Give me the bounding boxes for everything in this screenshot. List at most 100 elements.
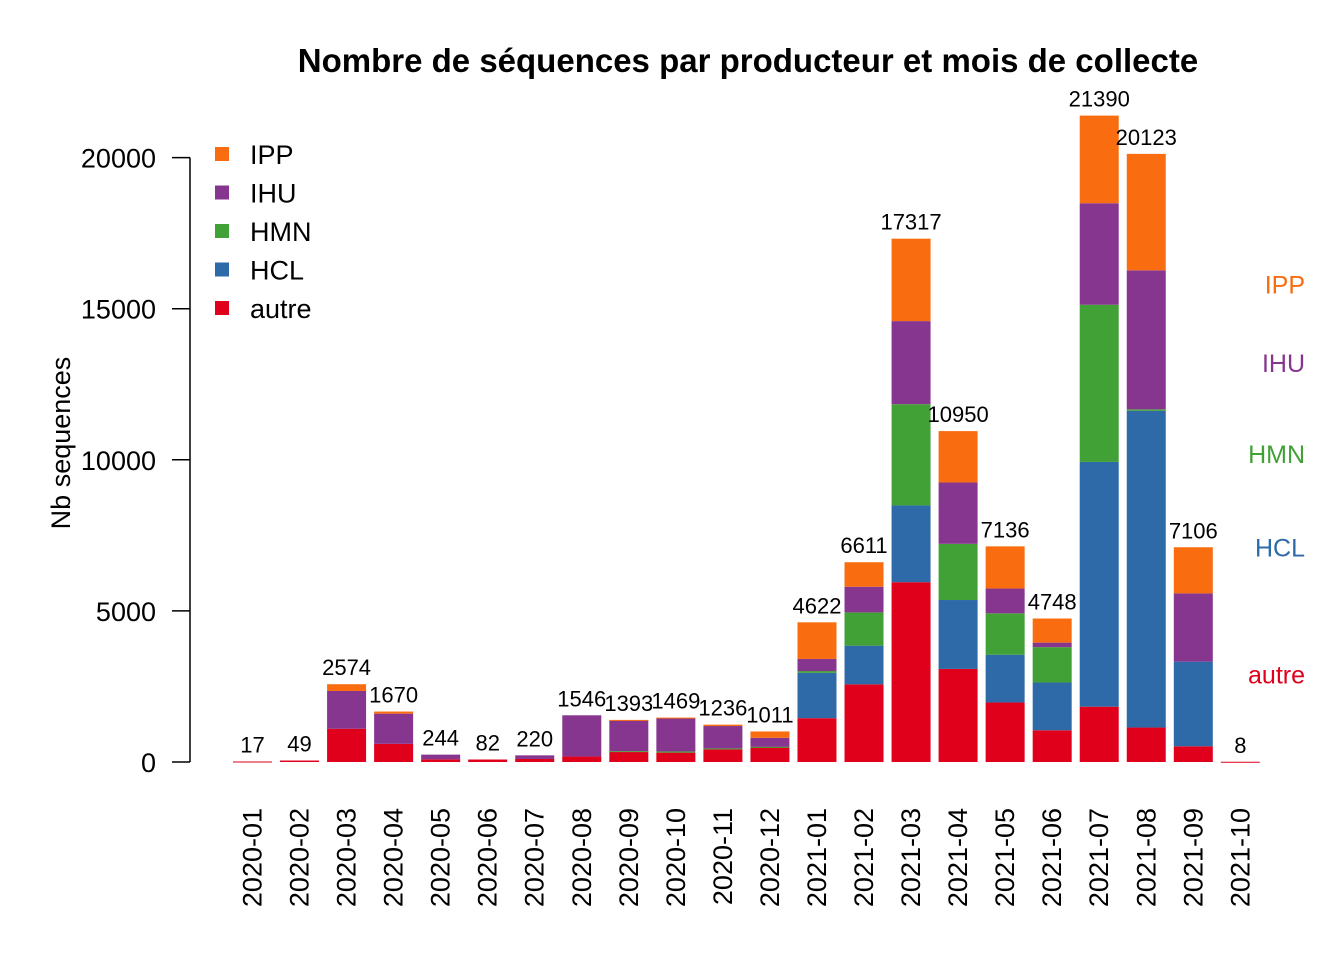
bar-segment-autre-2020-09 [609, 752, 649, 762]
x-tick-label: 2021-06 [1037, 808, 1067, 907]
bar-segment-hmn-2021-07 [1079, 304, 1119, 462]
bar-segment-hmn-2020-12 [750, 746, 790, 748]
bar-segment-ihu-2021-03 [891, 321, 931, 405]
bar-segment-hcl-2021-04 [938, 600, 978, 669]
side-label-ipp: IPP [1265, 272, 1305, 300]
side-label-hcl: HCL [1255, 534, 1305, 562]
bar-segment-ihu-2020-09 [609, 720, 649, 752]
bar-segment-ipp-2021-01 [797, 622, 837, 659]
bar-segment-hcl-2021-05 [985, 654, 1025, 703]
bar-segment-autre-2020-01 [233, 761, 272, 763]
bar-segment-ihu-2020-08 [562, 715, 602, 757]
bar-segment-autre-2020-12 [750, 747, 790, 762]
x-tick-label: 2020-06 [473, 808, 503, 907]
bar-segment-ihu-2021-01 [797, 658, 837, 672]
x-tick-label: 2020-01 [238, 808, 268, 907]
total-label-2021-01: 4622 [793, 593, 842, 618]
bar-segment-hmn-2021-05 [985, 613, 1025, 655]
bar-segment-hmn-2021-01 [797, 671, 837, 673]
total-label-2020-03: 2574 [322, 655, 371, 680]
x-tick-label: 2021-04 [943, 808, 973, 907]
bar-segment-autre-2021-05 [985, 702, 1025, 762]
y-tick-label: 10000 [81, 446, 156, 476]
x-tick-label: 2020-05 [426, 808, 456, 907]
total-label-2020-10: 1469 [651, 689, 700, 714]
bar-segment-ipp-2020-04 [374, 711, 414, 714]
bar-segment-autre-2020-03 [327, 728, 367, 762]
total-label-2021-08: 20123 [1116, 125, 1177, 150]
x-tick-label: 2021-07 [1084, 808, 1114, 907]
x-tick-label: 2021-02 [849, 808, 879, 907]
bar-segment-ihu-2020-03 [327, 690, 367, 729]
x-tick-label: 2021-09 [1178, 808, 1208, 907]
total-label-2020-06: 82 [475, 731, 499, 756]
total-label-2020-07: 220 [516, 726, 553, 751]
bar-segment-ihu-2021-09 [1173, 593, 1213, 662]
bar-segment-hmn-2020-09 [609, 751, 649, 753]
bar-segment-autre-2021-03 [891, 582, 931, 762]
bar-segment-ipp-2021-03 [891, 238, 931, 322]
legend-label-ipp: IPP [250, 140, 294, 170]
bar-segment-autre-2021-09 [1173, 746, 1213, 762]
legend-label-hmn: HMN [250, 217, 312, 247]
bar-segment-autre-2020-11 [703, 749, 743, 762]
bar-segment-hcl-2021-02 [844, 645, 884, 685]
legend-swatch-hmn [215, 224, 229, 238]
x-axis-tick-labels: 2020-01 2020-02 2020-03 2020-04 2020-05 2020-… [238, 808, 1256, 907]
total-label-2021-09: 7106 [1169, 518, 1218, 543]
total-label-2020-12: 1011 [746, 702, 793, 727]
bar-segment-ihu-2021-06 [1032, 642, 1072, 648]
total-label-2021-07: 21390 [1069, 87, 1130, 112]
chart-title: Nombre de séquences par producteur et mo… [298, 42, 1198, 79]
bar-segment-hmn-2021-02 [844, 612, 884, 646]
total-label-2020-08: 1546 [557, 686, 606, 711]
total-label-2020-11: 1236 [698, 696, 747, 721]
bar-segment-autre-2020-06 [468, 759, 508, 762]
bar-segment-ihu-2020-07 [515, 755, 555, 759]
x-tick-label: 2021-05 [990, 808, 1020, 907]
total-label-2020-09: 1393 [604, 691, 653, 716]
bar-segment-hcl-2021-08 [1126, 410, 1166, 728]
bar-segment-ipp-2020-03 [327, 684, 367, 691]
bar-segment-hmn-2020-11 [703, 748, 743, 750]
bar-segment-ihu-2021-07 [1079, 203, 1119, 305]
bar-segment-autre-2020-04 [374, 743, 414, 762]
total-label-2021-06: 4748 [1028, 590, 1077, 615]
bar-segment-ipp-2021-09 [1173, 547, 1213, 594]
bar-segment-ipp-2021-08 [1126, 153, 1166, 271]
total-label-2021-03: 17317 [880, 210, 941, 235]
x-tick-label: 2021-08 [1131, 808, 1161, 907]
total-label-2021-10: 8 [1234, 733, 1246, 758]
bar-segment-hmn-2020-10 [656, 751, 696, 753]
y-tick-label: 0 [141, 748, 156, 778]
y-tick-label: 5000 [96, 597, 156, 627]
y-axis-label: Nb sequences [46, 357, 76, 530]
bar-segment-autre-2020-02 [280, 760, 320, 762]
total-label-2021-04: 10950 [928, 402, 989, 427]
bar-segment-ipp-2021-06 [1032, 618, 1072, 643]
bar-segment-ihu-2021-04 [938, 482, 978, 544]
total-label-2021-02: 6611 [840, 533, 887, 558]
bars [233, 115, 1260, 763]
bar-segment-ipp-2021-02 [844, 562, 884, 587]
bar-segment-ipp-2021-05 [985, 546, 1025, 589]
bar-segment-hcl-2021-07 [1079, 461, 1119, 707]
bar-segment-ipp-2020-09 [609, 719, 649, 721]
x-tick-label: 2021-10 [1225, 808, 1255, 907]
bar-segment-ipp-2020-12 [750, 731, 790, 738]
bar-segment-ipp-2021-04 [938, 431, 978, 483]
total-label-2020-02: 49 [287, 732, 311, 757]
bar-segment-hcl-2021-01 [797, 672, 837, 719]
bar-segment-autre-2020-08 [562, 756, 602, 762]
x-tick-label: 2021-03 [896, 808, 926, 907]
bar-segment-ihu-2021-02 [844, 586, 884, 613]
bar-segment-autre-2020-05 [421, 759, 461, 762]
bar-segment-autre-2021-04 [938, 668, 978, 762]
x-tick-label: 2020-02 [285, 808, 315, 907]
bar-segment-ipp-2020-11 [703, 724, 743, 727]
side-label-ihu: IHU [1262, 350, 1305, 378]
bar-segment-ihu-2020-12 [750, 737, 790, 747]
series-side-labels: IPP IHU HMN HCL autre [1248, 272, 1305, 690]
total-label-2021-05: 7136 [981, 517, 1030, 542]
